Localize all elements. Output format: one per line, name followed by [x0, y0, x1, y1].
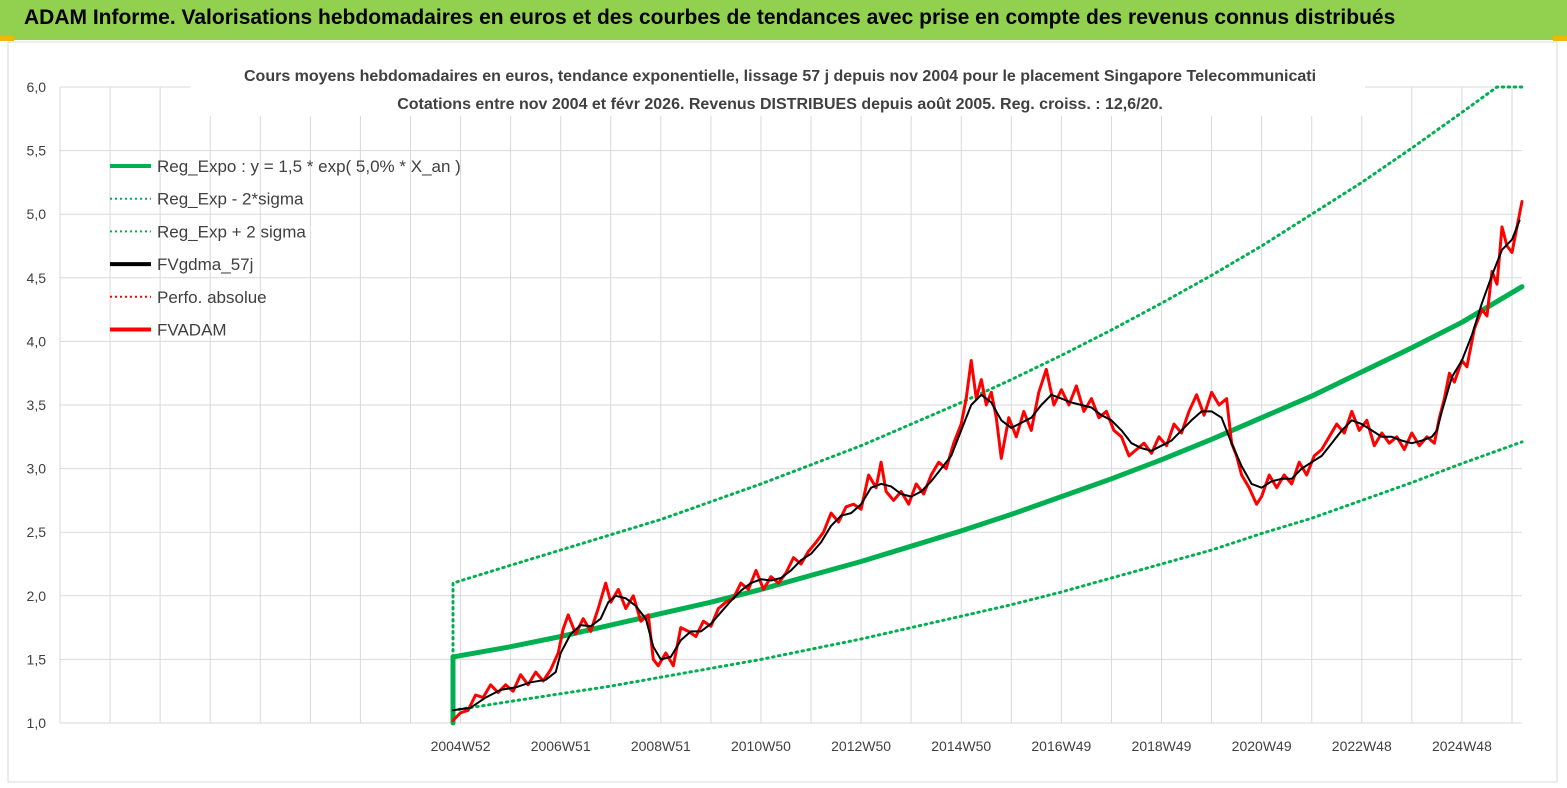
x-tick-label: 2010W50 — [731, 738, 791, 754]
x-tick-label: 2022W48 — [1332, 738, 1392, 754]
banner-title: ADAM Informe. Valorisations hebdomadaire… — [24, 6, 1396, 29]
title-background — [190, 60, 1365, 116]
grid-lines — [59, 86, 1522, 724]
x-tick-label: 2008W51 — [631, 738, 691, 754]
y-axis: 1,0 1,5 2,0 2,5 3,0 3,5 4,0 4,5 5,0 5,5 6,0 — [27, 79, 47, 731]
legend-label: FVADAM — [157, 321, 227, 340]
banner-accent-right — [1553, 36, 1567, 41]
series-line-0 — [450, 284, 1525, 726]
header-banner: ADAM Informe. Valorisations hebdomadaire… — [0, 0, 1567, 40]
chart-titles: Cours moyens hebdomadaires en euros, ten… — [190, 60, 1365, 116]
y-tick-label: 2,5 — [27, 524, 47, 540]
series-line-2 — [451, 85, 1524, 725]
y-tick-label: 4,5 — [27, 270, 47, 286]
y-tick-label: 4,0 — [27, 333, 47, 349]
chart-border — [7, 41, 1558, 783]
x-tick-label: 2004W52 — [431, 738, 491, 754]
x-tick-label: 2024W48 — [1432, 738, 1492, 754]
y-tick-label: 6,0 — [27, 79, 47, 95]
y-tick-label: 3,5 — [27, 397, 47, 413]
x-tick-label: 2014W50 — [931, 738, 991, 754]
y-tick-label: 1,0 — [27, 715, 47, 731]
x-tick-label: 2016W49 — [1031, 738, 1091, 754]
y-tick-label: 2,0 — [27, 588, 47, 604]
legend-label: Reg_Exp - 2*sigma — [157, 190, 304, 209]
chart-subtitle: Cotations entre nov 2004 et févr 2026. R… — [397, 96, 1163, 113]
y-tick-label: 1,5 — [27, 651, 47, 667]
series-lines — [450, 85, 1525, 726]
legend-label: Reg_Exp + 2 sigma — [157, 222, 306, 241]
chart-title: Cours moyens hebdomadaires en euros, ten… — [244, 68, 1316, 85]
y-tick-label: 5,0 — [27, 206, 47, 222]
legend: Reg_Expo : y = 1,5 * exp( 5,0% * X_an ) R… — [110, 157, 461, 340]
series-line-3 — [452, 219, 1521, 712]
x-tick-label: 2012W50 — [831, 738, 891, 754]
x-tick-label: 2020W49 — [1232, 738, 1292, 754]
x-axis: 2004W52 2006W51 2008W51 2010W50 2012W50 2014W… — [431, 738, 1493, 754]
chart-area: 1,0 1,5 2,0 2,5 3,0 3,5 4,0 4,5 5,0 5,5 6,0 2004W5… — [0, 40, 1567, 783]
legend-label: Reg_Expo : y = 1,5 * exp( 5,0% * X_an ) — [157, 157, 461, 176]
legend-label: Perfo. absolue — [157, 288, 267, 307]
y-tick-label: 3,0 — [27, 461, 47, 477]
y-tick-label: 5,5 — [27, 143, 47, 159]
legend-label: FVgdma_57j — [157, 255, 253, 274]
x-tick-label: 2018W49 — [1132, 738, 1192, 754]
chart-svg: 1,0 1,5 2,0 2,5 3,0 3,5 4,0 4,5 5,0 5,5 6,0 2004W5… — [7, 41, 1558, 783]
series-line-1 — [451, 440, 1524, 712]
x-tick-label: 2006W51 — [531, 738, 591, 754]
banner-accent-left — [0, 36, 14, 41]
